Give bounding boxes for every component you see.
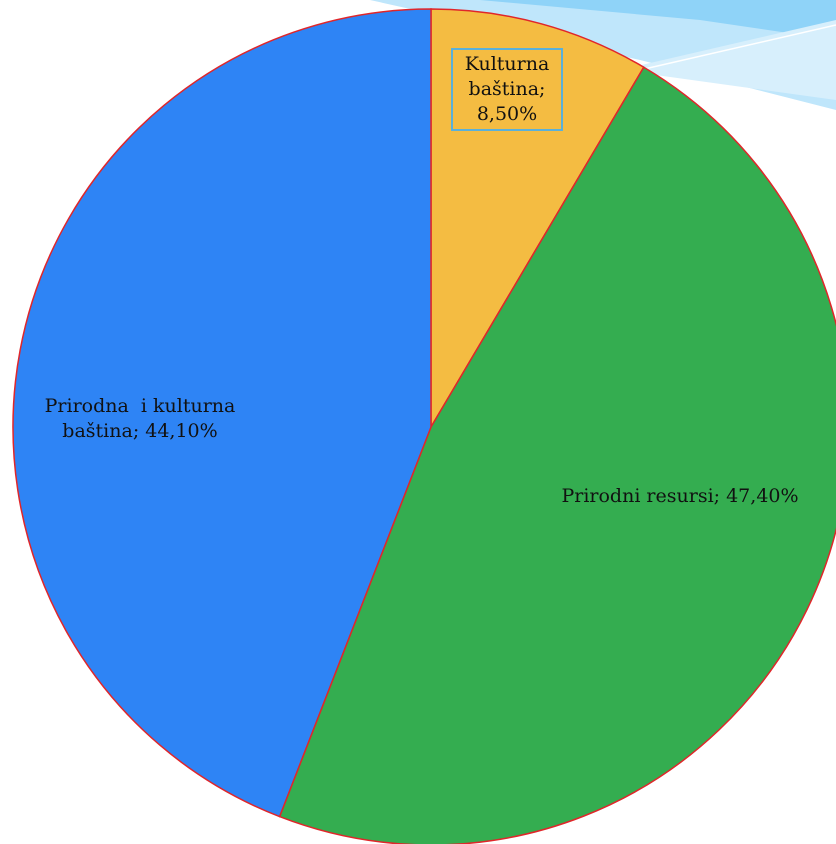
data-label: Prirodni resursi; 47,40% [561,485,799,507]
pie-slice [430,8,645,430]
data-label: Kulturna baština; 8,50% [451,48,563,131]
pie [12,8,836,844]
background-decoration [370,0,836,110]
data-label: Prirodna i kulturna baština; 44,10% [44,395,242,442]
pie-slice [12,8,432,818]
